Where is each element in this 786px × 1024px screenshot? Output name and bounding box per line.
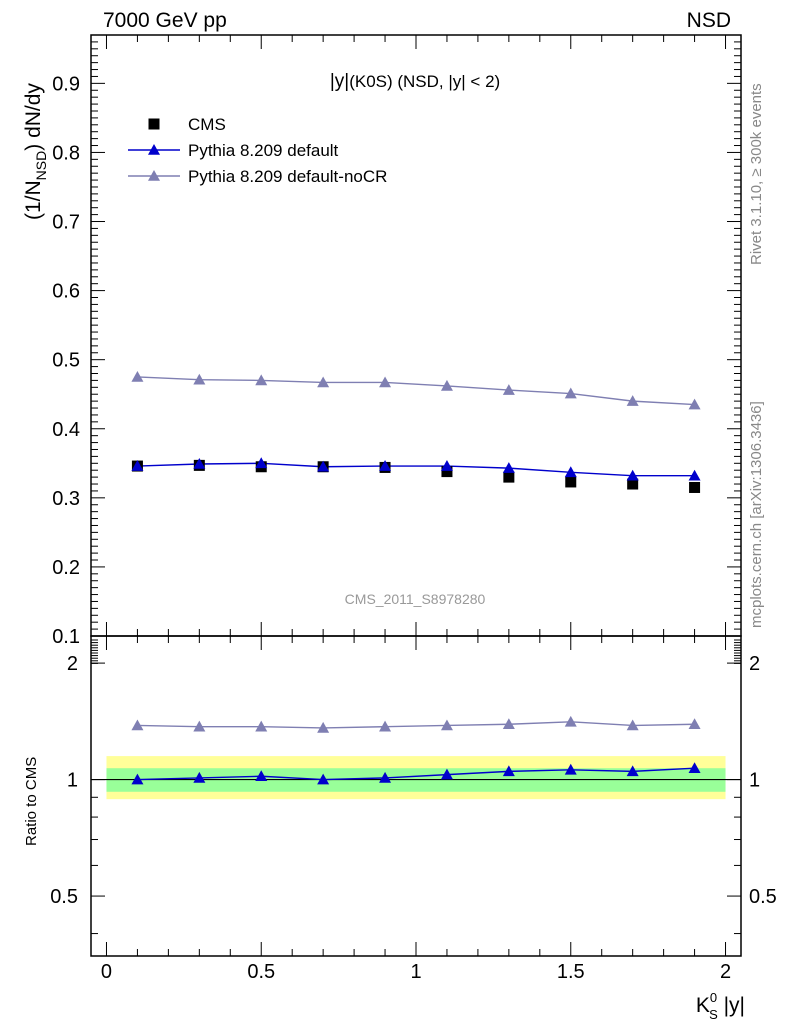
nocr-point (317, 376, 330, 388)
main-y-tick-label: 0.3 (52, 488, 80, 510)
legend-marker-cms (148, 118, 160, 130)
main-title: |y|(K0S) (NSD, |y| < 2) (330, 71, 500, 92)
x-tick-label: 1 (410, 961, 421, 983)
nocr-point (255, 374, 268, 386)
main-y-label: (1/NNSD) dN/dy (22, 83, 49, 220)
ratio-default-point (317, 773, 330, 785)
default-point (440, 460, 453, 471)
watermark: CMS_2011_S8978280 (345, 591, 486, 607)
legend-label-1: Pythia 8.209 default (188, 141, 339, 160)
nocr-point (502, 384, 515, 395)
nocr-point (564, 387, 577, 399)
ratio-default-point (379, 771, 392, 783)
default-point (688, 469, 701, 481)
cms-point (627, 478, 639, 490)
main-y-tick-label: 0.7 (52, 212, 80, 234)
ratio-default-point (626, 765, 639, 777)
main-panel: 0.1 0.2 0.3 0.4 0.5 0.6 0.7 0.8 0.9 (52, 34, 742, 648)
ratio-default-point (440, 768, 453, 780)
ratio-nocr-point (564, 715, 577, 727)
cms-point (565, 476, 577, 488)
x-tick-label: 0 (101, 961, 112, 983)
ratio-y-tick-label: 0.5 (50, 886, 78, 908)
default-point (255, 457, 268, 469)
ratio-line-nocr (137, 721, 695, 729)
default-point (131, 460, 144, 471)
main-y-tick-label: 0.8 (52, 142, 80, 164)
default-point (502, 462, 515, 473)
main-y-tick-label: 0.6 (52, 281, 80, 303)
ratio-nocr-point (440, 719, 453, 731)
ratio-default-point (193, 771, 206, 783)
x-axis-label-post: |y| (718, 994, 745, 1017)
ratio-default-point (688, 762, 701, 774)
nocr-point (131, 370, 144, 382)
ratio-nocr-point (255, 720, 268, 732)
ratio-nocr-point (626, 719, 639, 731)
header-left: 7000 GeV pp (103, 9, 227, 32)
nocr-point (193, 373, 206, 385)
ratio-y-tick-label-right: 1 (749, 770, 760, 792)
ratio-nocr-point (193, 720, 206, 732)
rivet-label: Rivet 3.1.10, ≥ 300k events (748, 83, 765, 265)
cms-point (689, 481, 701, 493)
legend-marker (148, 144, 160, 155)
legend-marker (148, 170, 160, 181)
ratio-y-label: Ratio to CMS (23, 757, 40, 846)
legend: CMS Pythia 8.209 default Pythia 8.209 defa… (128, 115, 387, 186)
main-y-tick-label: 0.2 (52, 557, 80, 579)
ratio-nocr-point (131, 719, 144, 731)
x-tick-label: 1.5 (557, 961, 585, 983)
main-y-label-pre: (1/N (22, 180, 45, 220)
default-point (564, 466, 577, 478)
ratio-nocr-point (688, 718, 701, 730)
x-axis-label-sup: 0 (710, 990, 717, 1005)
ratio-y-tick-label: 1 (67, 770, 78, 792)
ratio-default-point (131, 773, 144, 785)
mcplots-label: mcplots.cern.ch [arXiv:1306.3436] (748, 401, 765, 628)
main-title-sub: (K0S) (NSD, |y| < 2) (349, 72, 500, 91)
default-point (317, 460, 330, 472)
nocr-point (626, 395, 639, 406)
ratio-default-point (502, 765, 515, 777)
main-y-label-post: ) dN/dy (22, 83, 45, 151)
series-line-nocr (137, 376, 695, 406)
x-tick-label: 0.5 (247, 961, 275, 983)
main-y-tick-label: 0.4 (52, 419, 80, 441)
x-axis-label: K0 S |y| (696, 990, 745, 1022)
x-tick-label: 2 (720, 961, 731, 983)
ratio-nocr-point (379, 720, 392, 732)
default-point (626, 469, 639, 481)
legend-label-0: CMS (188, 115, 226, 134)
main-y-tick-label: 0.1 (52, 626, 80, 648)
main-y-tick-label: 0.9 (52, 73, 80, 95)
main-title-main: |y| (330, 71, 349, 92)
header-right: NSD (687, 9, 731, 32)
nocr-point (440, 379, 453, 391)
ratio-default-point (564, 763, 577, 775)
ratio-nocr-point (317, 721, 330, 733)
ratio-y-tick-label-right: 2 (749, 653, 760, 675)
x-axis-label-pre: K (696, 994, 710, 1017)
ratio-default-point (255, 770, 268, 782)
nocr-point (379, 376, 392, 388)
ratio-y-tick-label-right: 0.5 (749, 886, 777, 908)
default-point (193, 457, 206, 469)
nocr-point (688, 398, 701, 410)
main-y-tick-label: 0.5 (52, 350, 80, 372)
default-point (379, 460, 392, 471)
legend-label-2: Pythia 8.209 default-noCR (188, 167, 387, 186)
ratio-nocr-point (502, 718, 515, 730)
main-y-label-sub: NSD (33, 151, 49, 181)
ratio-panel: 0 0.5 1 1.5 2 0.5 0.5 1 1 2 2 (50, 635, 777, 983)
cms-point (441, 466, 453, 478)
cms-point (503, 471, 515, 483)
x-axis-label-sub: S (709, 1007, 718, 1022)
series-line-default (137, 462, 695, 477)
ratio-line-default (137, 767, 695, 781)
ratio-y-tick-label: 2 (67, 653, 78, 675)
